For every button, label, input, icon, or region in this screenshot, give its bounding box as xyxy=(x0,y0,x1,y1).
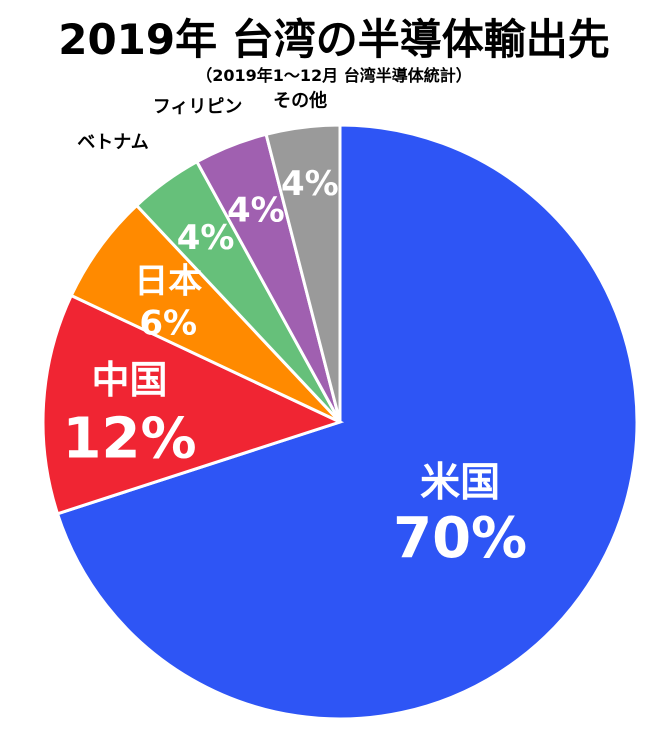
slice-name-label-6: その他 xyxy=(273,90,327,112)
slice-value-label-3: 6% xyxy=(139,303,197,343)
pie-slice-1 xyxy=(55,123,639,721)
slice-value-label-4: 4% xyxy=(177,218,235,258)
chart-title: 2019年 台湾の半導体輸出先 xyxy=(58,15,610,64)
chart-subtitle: （2019年1～12月 台湾半導体統計） xyxy=(196,66,472,85)
pie-slice-2 xyxy=(41,293,345,516)
slice-value-label-6: 4% xyxy=(281,164,339,204)
slice-value-label-5: 4% xyxy=(227,190,285,230)
slice-name-label-2: 中国 xyxy=(92,358,168,402)
slice-value-label-1: 70% xyxy=(393,506,527,571)
slice-value-label-2: 12% xyxy=(63,406,197,471)
slice-name-label-5: フィリピン xyxy=(153,97,243,118)
slice-name-label-1: 米国 xyxy=(420,459,500,505)
pie-slice-6 xyxy=(264,123,342,423)
slice-name-label-3: 日本 xyxy=(134,261,202,301)
slice-name-label-4: ベトナム xyxy=(77,132,148,153)
pie-slices xyxy=(41,123,639,721)
